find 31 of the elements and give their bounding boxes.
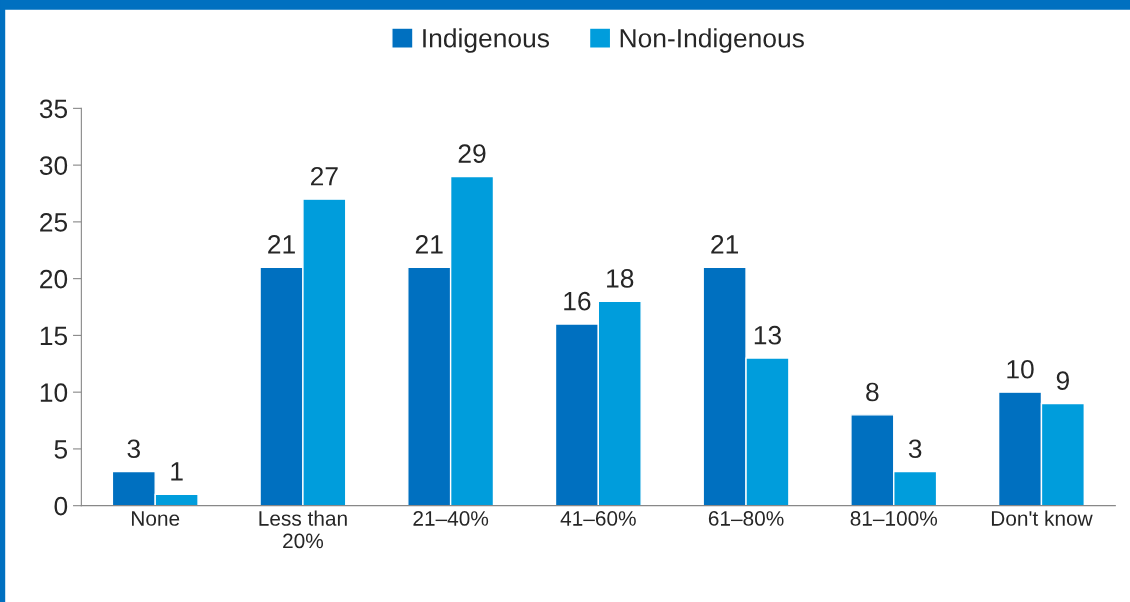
y-tick-label: 15 [40,326,68,346]
y-tick-label: 25 [40,213,68,232]
x-tick-label: 41–60% [560,511,636,526]
data-label: 21 [711,235,739,254]
x-tick-label: 61–80% [708,511,784,526]
y-tick-label: 30 [39,156,68,175]
legend-label: Non-Indigenous [620,28,804,53]
x-tick-label: None [132,511,180,526]
x-tick-label: Don't know [991,510,1093,526]
data-label: 3 [908,439,922,459]
data-label: 18 [607,269,634,288]
x-tick-label: 81–100% [850,511,938,526]
data-label: 3 [127,439,140,459]
y-tick-label: 10 [40,383,68,402]
x-tick-label: 21–40% [413,511,489,526]
data-label: 16 [564,291,591,311]
x-tick-label: Less than 20% [259,510,347,549]
legend-label: Indigenous [423,28,549,53]
data-label: 1 [171,462,183,481]
y-tick-label: 0 [54,496,68,516]
data-label: 27 [310,166,338,186]
y-tick-label: 20 [40,269,68,289]
data-label: 13 [754,325,781,345]
y-tick-label: 5 [54,440,68,459]
data-label: 29 [458,144,486,163]
data-label: 10 [1007,359,1034,379]
data-label: 21 [415,235,443,254]
data-label: 21 [268,235,295,254]
data-label: 8 [866,382,879,402]
y-tick-label: 35 [39,99,68,119]
data-label: 9 [1056,371,1069,390]
